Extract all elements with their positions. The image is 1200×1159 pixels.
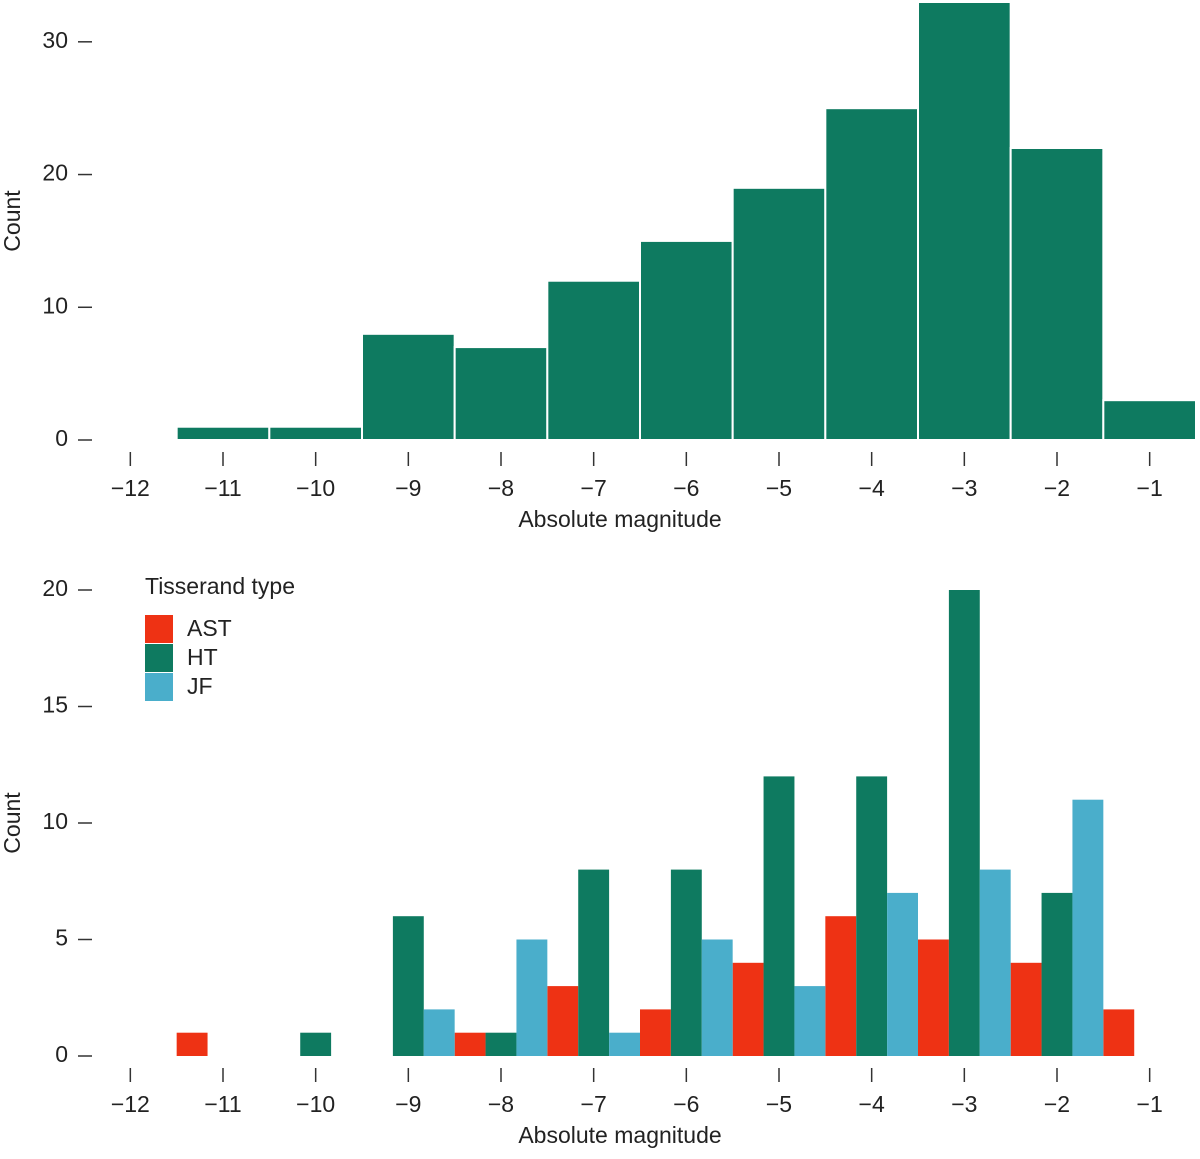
x-tick-label: −8 bbox=[488, 475, 514, 501]
bar bbox=[175, 425, 271, 441]
legend-title: Tisserand type bbox=[145, 573, 295, 599]
x-tick-label: −5 bbox=[766, 475, 792, 501]
x-tick-label: −8 bbox=[488, 1091, 514, 1117]
x-tick-label: −3 bbox=[951, 475, 977, 501]
x-tick-label: −4 bbox=[859, 1091, 885, 1117]
x-tick-label: −4 bbox=[859, 475, 885, 501]
y-tick-label: 20 bbox=[42, 575, 68, 601]
bar bbox=[732, 962, 764, 1056]
bar bbox=[794, 986, 826, 1056]
y-tick-label: 0 bbox=[55, 425, 68, 451]
bar bbox=[578, 869, 610, 1056]
bar bbox=[516, 939, 548, 1056]
bar bbox=[547, 986, 579, 1056]
y-axis-label: Count bbox=[0, 190, 25, 252]
x-tick-label: −10 bbox=[296, 1091, 335, 1117]
x-tick-label: −10 bbox=[296, 475, 335, 501]
y-tick-label: 10 bbox=[42, 292, 68, 318]
bar bbox=[609, 1032, 640, 1056]
y-axis-label: Count bbox=[0, 792, 25, 854]
bar bbox=[361, 332, 456, 441]
bar bbox=[1010, 962, 1042, 1056]
bar bbox=[701, 939, 733, 1056]
bar bbox=[640, 1009, 671, 1056]
y-tick-label: 5 bbox=[55, 925, 68, 951]
bar bbox=[454, 1032, 486, 1056]
x-tick-label: −12 bbox=[111, 475, 150, 501]
x-tick-label: −9 bbox=[395, 475, 421, 501]
x-tick-label: −6 bbox=[673, 1091, 699, 1117]
x-tick-label: −7 bbox=[581, 1091, 607, 1117]
x-tick-label: −12 bbox=[111, 1091, 150, 1117]
bar bbox=[670, 869, 702, 1056]
x-tick-label: −11 bbox=[204, 1091, 241, 1117]
bar bbox=[423, 1009, 455, 1056]
x-tick-label: −9 bbox=[395, 1091, 421, 1117]
bar bbox=[1102, 399, 1198, 442]
x-tick-label: −1 bbox=[1137, 1091, 1163, 1117]
bar bbox=[918, 939, 949, 1056]
x-tick-label: −2 bbox=[1044, 1091, 1070, 1117]
legend-label: JF bbox=[187, 673, 213, 699]
y-tick-label: 0 bbox=[55, 1041, 68, 1067]
x-tick-label: −1 bbox=[1137, 475, 1163, 501]
x-tick-label: −11 bbox=[204, 475, 241, 501]
x-tick-label: −7 bbox=[581, 475, 607, 501]
bar bbox=[856, 776, 888, 1056]
bar bbox=[453, 346, 549, 441]
x-tick-label: −5 bbox=[766, 1091, 792, 1117]
bar bbox=[825, 916, 857, 1056]
bar bbox=[1041, 892, 1073, 1056]
bar bbox=[917, 1, 1012, 441]
bar bbox=[1103, 1009, 1135, 1056]
bar bbox=[948, 590, 980, 1056]
legend-swatch bbox=[145, 615, 173, 643]
x-tick-label: −3 bbox=[951, 1091, 977, 1117]
bar bbox=[1072, 799, 1104, 1056]
legend-swatch bbox=[145, 644, 173, 672]
bar bbox=[485, 1032, 517, 1056]
bar bbox=[392, 916, 424, 1056]
legend-label: AST bbox=[187, 615, 232, 641]
x-axis-label: Absolute magnitude bbox=[518, 1122, 721, 1148]
bar bbox=[824, 107, 919, 441]
y-tick-label: 20 bbox=[42, 160, 68, 186]
bar bbox=[639, 239, 734, 441]
bar bbox=[268, 425, 364, 441]
bar bbox=[1009, 147, 1105, 441]
y-tick-label: 15 bbox=[42, 692, 68, 718]
bar bbox=[731, 186, 827, 441]
bar bbox=[176, 1032, 208, 1056]
legend-swatch bbox=[145, 673, 173, 701]
bar bbox=[887, 892, 918, 1056]
x-axis-label: Absolute magnitude bbox=[518, 506, 721, 532]
bar bbox=[763, 776, 795, 1056]
bar bbox=[979, 869, 1011, 1056]
y-tick-label: 30 bbox=[42, 27, 68, 53]
y-tick-label: 10 bbox=[42, 808, 68, 834]
x-tick-label: −2 bbox=[1044, 475, 1070, 501]
legend-label: HT bbox=[187, 644, 218, 670]
bar bbox=[300, 1032, 332, 1056]
x-tick-label: −6 bbox=[673, 475, 699, 501]
bar bbox=[546, 279, 641, 441]
